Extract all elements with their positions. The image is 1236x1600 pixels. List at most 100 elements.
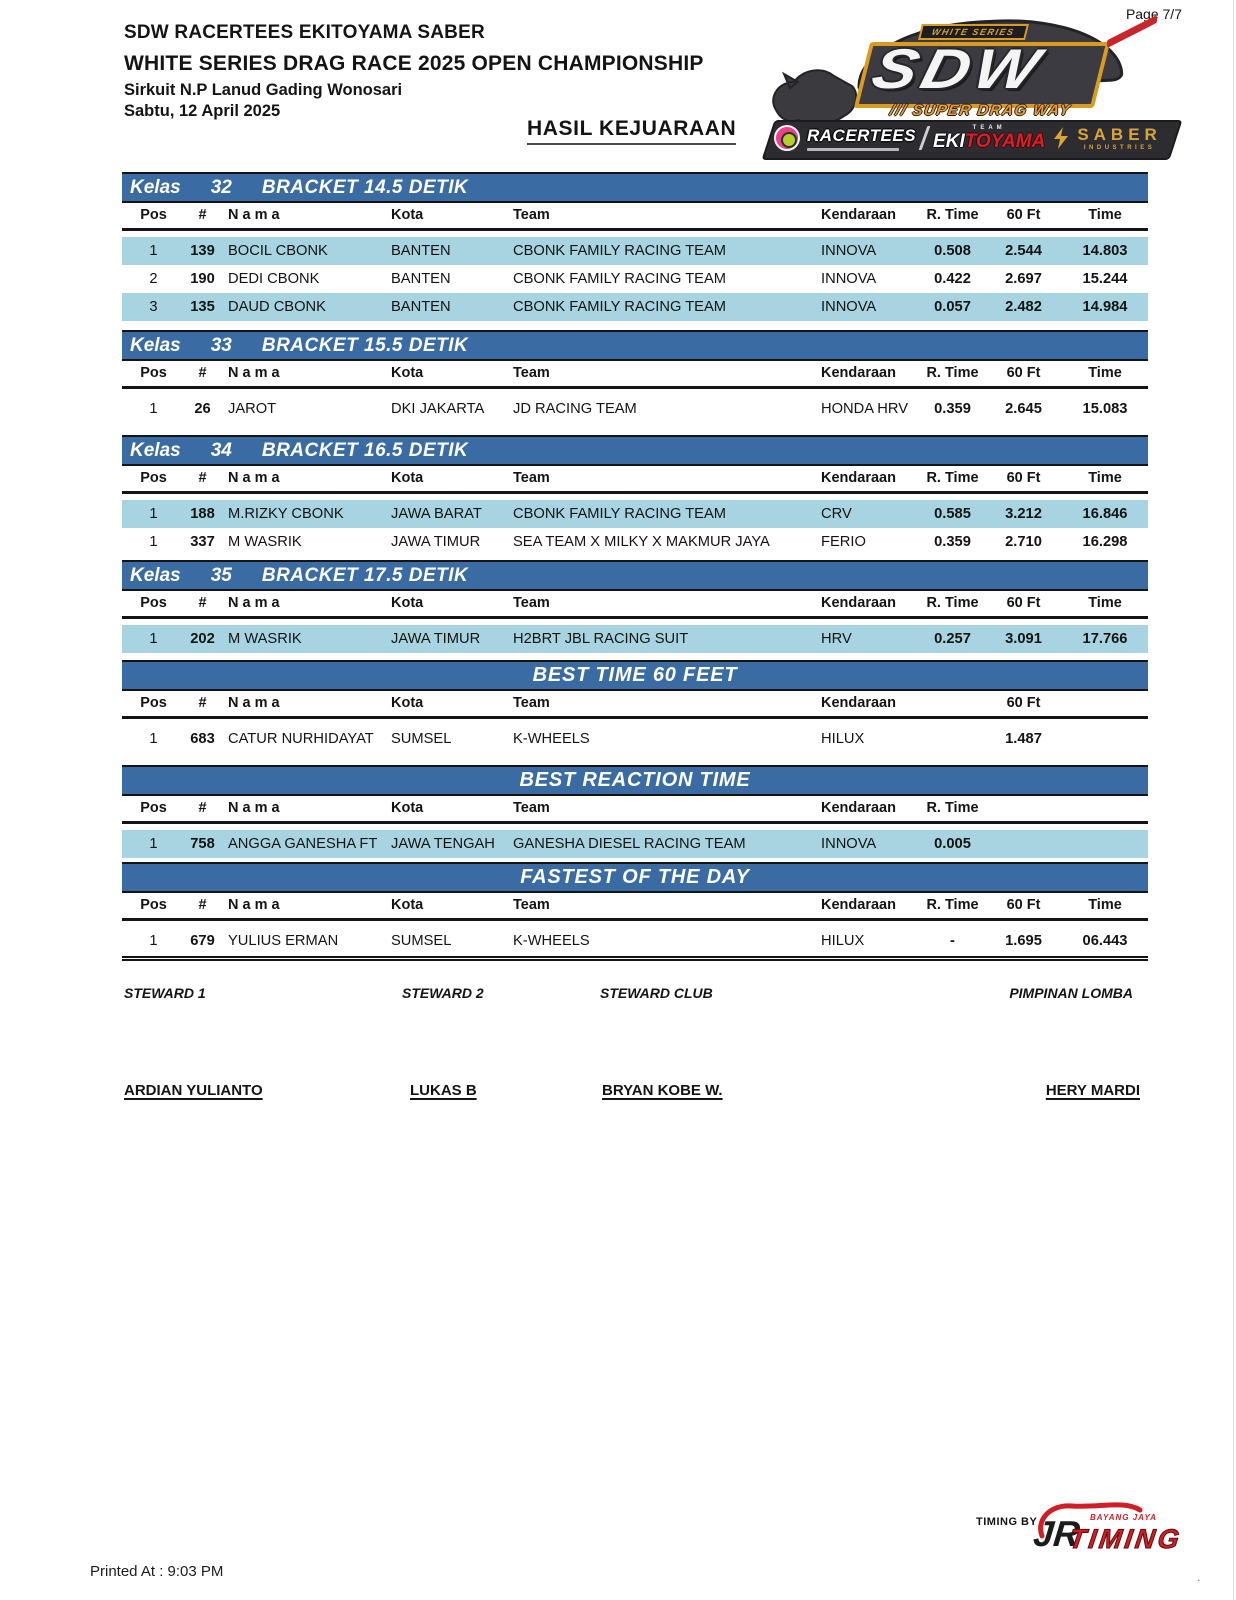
column-header: Pos (140, 207, 167, 223)
table-row: 1 139 BOCIL CBONK BANTEN CBONK FAMILY RACING… (122, 237, 1148, 265)
table-cell: INNOVA (821, 836, 877, 852)
event-name: WHITE SERIES DRAG RACE 2025 OPEN CHAMPIO… (124, 52, 704, 75)
results-table-best-time-60-feet: BEST TIME 60 FEET Pos # N a m a Kota Team Kend… (122, 660, 1148, 753)
table-bracket-name: BRACKET 17.5 DETIK (261, 565, 469, 586)
table-cell: 679 (190, 933, 215, 949)
column-header: Pos (140, 365, 167, 381)
table-cell: 06.443 (1082, 933, 1128, 949)
table-cell: 0.585 (934, 506, 971, 522)
table-cell: JAWA TENGAH (391, 836, 495, 852)
column-header: 60 Ft (1006, 595, 1041, 611)
table-cell: HRV (821, 631, 852, 647)
page-number: Page 7/7 (1125, 6, 1182, 22)
band-divider (918, 126, 931, 150)
table-header-row: Pos # N a m a Kota Team Kendaraan 60 Ft (122, 691, 1148, 719)
table-cell: CRV (821, 506, 852, 522)
racertees-wordmark: RACERTEES (807, 125, 917, 145)
table-rows: 1 139 BOCIL CBONK BANTEN CBONK FAMILY RACING… (122, 231, 1148, 321)
table-bracket-name: BRACKET 14.5 DETIK (261, 177, 469, 198)
table-cell: 1 (149, 933, 158, 949)
table-cell: M WASRIK (228, 534, 302, 550)
column-header: Kota (391, 897, 424, 913)
table-cell: 2.697 (1005, 271, 1042, 287)
table-header-row: Pos # N a m a Kota Team Kendaraan R. Time 60 Ft… (122, 203, 1148, 231)
table-cell: JAROT (228, 401, 277, 417)
column-header: R. Time (926, 365, 979, 381)
steward1-label: STEWARD 1 (124, 985, 206, 1001)
table-cell: SEA TEAM X MILKY X MAKMUR JAYA (513, 534, 770, 550)
sponsor-band: RACERTEES TEAM EKITOYAMA SABER INDUSTRIE… (774, 122, 1172, 154)
racertees-badge-icon (774, 125, 800, 151)
racertees-microtext-strip (807, 147, 899, 151)
column-header: # (198, 897, 207, 913)
column-header: R. Time (926, 595, 979, 611)
racertees-wordmark-group: RACERTEES (807, 126, 916, 151)
table-rows: 1 758 ANGGA GANESHA FT JAWA TENGAH GANESHA D… (122, 824, 1148, 858)
event-venue: Sirkuit N.P Lanud Gading Wonosari (124, 81, 403, 99)
table-cell: CBONK FAMILY RACING TEAM (513, 271, 727, 287)
table-cell: CBONK FAMILY RACING TEAM (513, 506, 727, 522)
table-cell: CBONK FAMILY RACING TEAM (513, 299, 727, 315)
tagline-slashes: /// (888, 102, 909, 119)
table-cell: - (950, 933, 955, 949)
saber-industries-label: INDUSTRIES (1083, 144, 1156, 151)
column-header: # (198, 695, 207, 711)
table-title-bar: Kelas 34 BRACKET 16.5 DETIK (122, 435, 1148, 466)
table-header-row: Pos # N a m a Kota Team Kendaraan R. Time 60 Ft… (122, 893, 1148, 921)
table-rows: 1 679 YULIUS ERMAN SUMSEL K-WHEELS HILUX - 1.69… (122, 921, 1148, 961)
table-cell: DKI JAKARTA (391, 401, 485, 417)
table-class-number: 35 (210, 565, 232, 586)
column-header: Kota (391, 470, 424, 486)
table-row: 1 188 M.RIZKY CBONK JAWA BARAT CBONK FAMILY … (122, 500, 1148, 528)
column-header: Team (513, 800, 550, 816)
table-cell: K-WHEELS (513, 731, 590, 747)
event-date: Sabtu, 12 April 2025 (124, 102, 281, 120)
table-header-row: Pos # N a m a Kota Team Kendaraan R. Time 60 Ft… (122, 466, 1148, 494)
column-header: 60 Ft (1006, 470, 1041, 486)
column-header: # (198, 207, 207, 223)
column-header: Pos (140, 470, 167, 486)
steward-club-label: STEWARD CLUB (600, 985, 713, 1001)
column-header: Kota (391, 800, 424, 816)
saber-wordmark-group: SABER INDUSTRIES (1077, 126, 1162, 151)
column-header: 60 Ft (1006, 207, 1041, 223)
table-cell: DAUD CBONK (228, 299, 326, 315)
table-cell: 758 (190, 836, 215, 852)
table-rows: 1 26 JAROT DKI JAKARTA JD RACING TEAM HONDA H… (122, 389, 1148, 423)
column-header: Kota (391, 695, 424, 711)
results-table-best-reaction-time: BEST REACTION TIME Pos # N a m a Kota Team Ken… (122, 765, 1148, 858)
results-tables: Kelas 32 BRACKET 14.5 DETIK Pos # N a m a Kota… (122, 172, 1148, 972)
table-cell: 0.422 (934, 271, 971, 287)
document-title: HASIL KEJUARAAN (527, 117, 737, 145)
results-table-kelas-35: Kelas 35 BRACKET 17.5 DETIK Pos # N a m a Kota… (122, 560, 1148, 653)
column-header: # (198, 470, 207, 486)
column-header: Kendaraan (821, 207, 896, 223)
column-header: 60 Ft (1006, 897, 1041, 913)
table-cell: M.RIZKY CBONK (228, 506, 344, 522)
table-cell: 0.359 (934, 534, 971, 550)
table-class-label: Kelas (130, 177, 181, 198)
table-cell: INNOVA (821, 299, 877, 315)
officials-section: STEWARD 1 STEWARD 2 STEWARD CLUB PIMPINA… (122, 985, 1148, 1110)
page-edge-line (1233, 0, 1234, 1600)
table-cell: 1.487 (1005, 731, 1042, 747)
column-header: Pos (140, 595, 167, 611)
table-header-row: Pos # N a m a Kota Team Kendaraan R. Time (122, 796, 1148, 824)
table-rows: 1 188 M.RIZKY CBONK JAWA BARAT CBONK FAMILY … (122, 494, 1148, 556)
table-cell: 2.645 (1005, 401, 1042, 417)
table-cell: BANTEN (391, 271, 451, 287)
column-header: Kendaraan (821, 470, 896, 486)
table-cell: H2BRT JBL RACING SUIT (513, 631, 689, 647)
table-row: 1 683 CATUR NURHIDAYAT SUMSEL K-WHEELS HILUX 1… (122, 725, 1148, 753)
table-title-bar: BEST TIME 60 FEET (122, 660, 1148, 691)
column-header: Team (513, 595, 550, 611)
column-header: Time (1088, 595, 1122, 611)
printed-at-timestamp: Printed At : 9:03 PM (90, 1563, 224, 1580)
column-header: Team (513, 695, 550, 711)
table-row: 1 26 JAROT DKI JAKARTA JD RACING TEAM HONDA H… (122, 395, 1148, 423)
timing-by-label: TIMING BY : (976, 1516, 1045, 1528)
column-header: Team (513, 207, 550, 223)
column-header: N a m a (228, 800, 280, 816)
table-class-label: Kelas (130, 335, 181, 356)
